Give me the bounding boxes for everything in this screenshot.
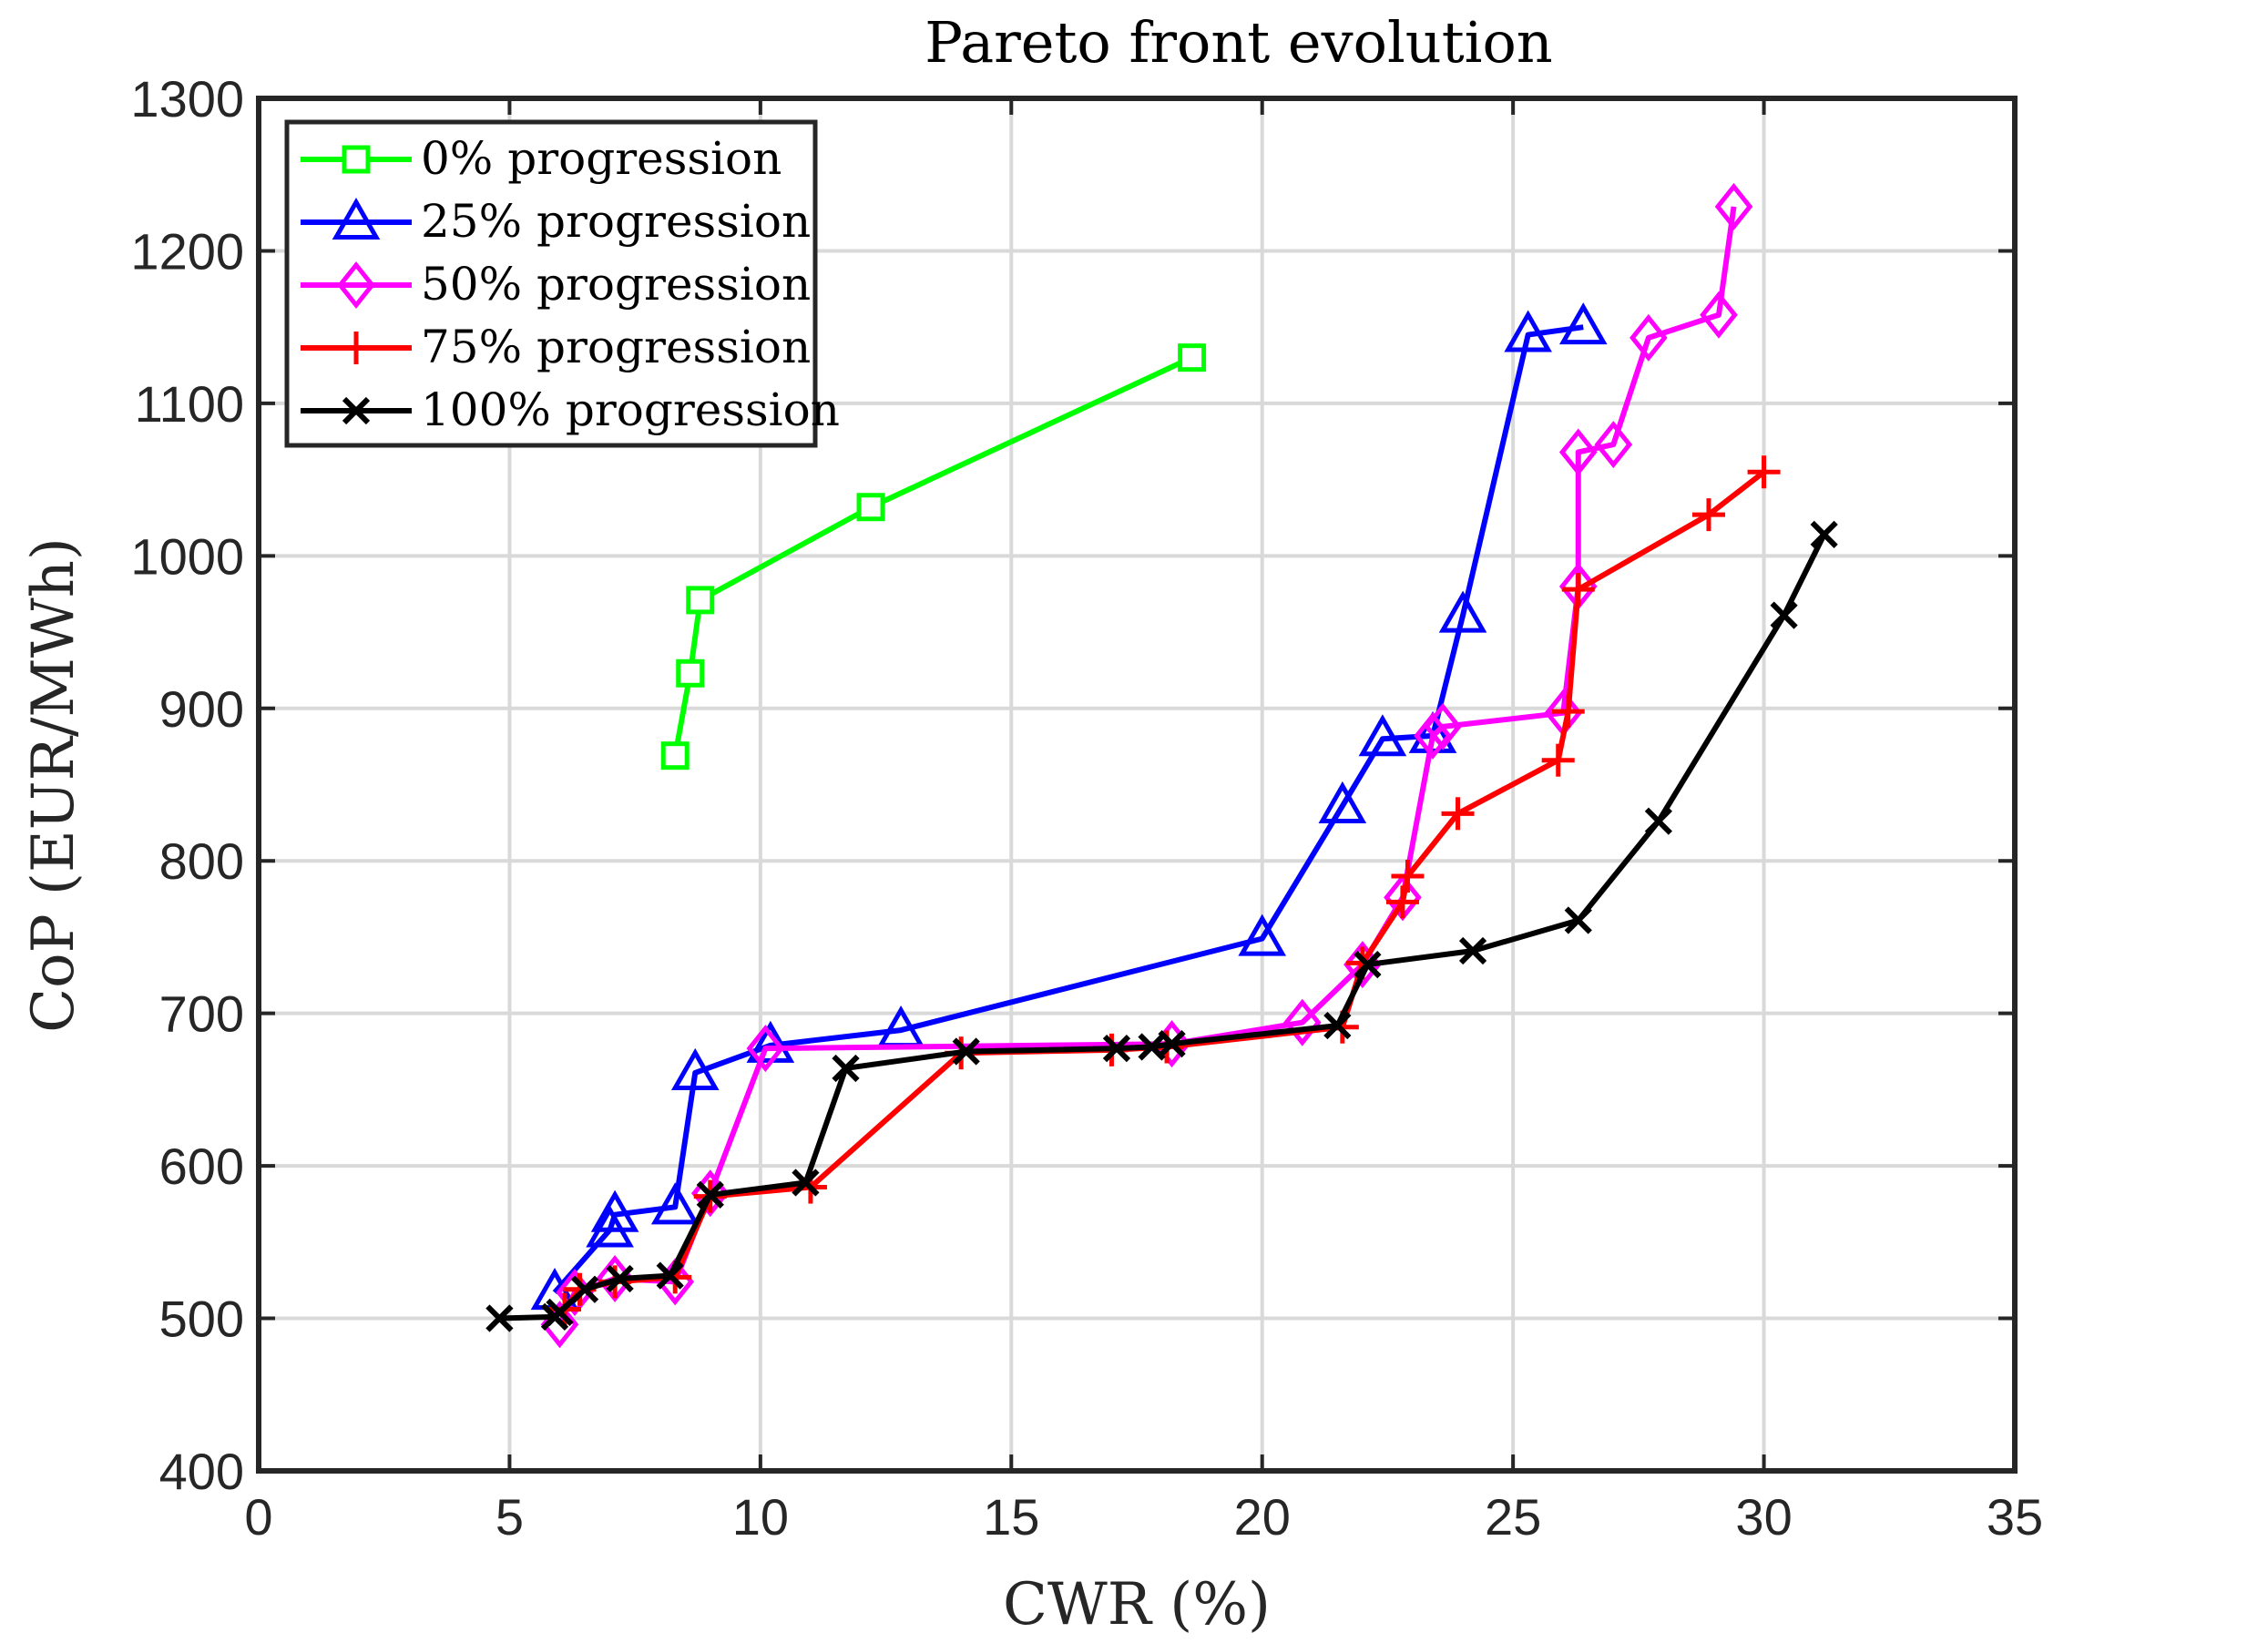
legend-label: 75% progression [421,321,811,373]
triangle-marker [670,1047,720,1090]
series-0 [660,343,1207,770]
x-tick-label: 5 [495,1488,524,1546]
x-tick-label: 25 [1485,1488,1541,1546]
diamond-marker [1594,421,1633,469]
triangle-marker [332,197,381,240]
square-marker [856,493,885,522]
x-marker [696,1180,724,1209]
x-marker [606,1264,634,1293]
diamond-marker [746,1025,785,1073]
x-tick-label: 30 [1735,1488,1792,1546]
legend-label: 100% progression [421,383,840,436]
legend-entry: 75% progression [301,321,811,373]
square-marker [660,741,690,770]
plus-marker [1691,498,1725,532]
diamond-marker [337,260,375,310]
y-tick-label: 1000 [130,527,244,585]
diamond-marker [1282,998,1322,1046]
diamond-marker [1714,182,1753,230]
x-marker [1102,1035,1131,1063]
y-axis-title: CoP (EUR/MWh) [20,537,87,1033]
plus-marker [1385,885,1419,919]
triangle-marker [1438,590,1487,633]
triangle-marker [1358,714,1407,757]
legend-label: 50% progression [421,258,811,311]
y-tick-label: 1200 [130,222,244,280]
x-marker [1644,807,1673,835]
grid-lines [259,98,2015,1471]
plus-marker [1561,573,1595,607]
x-marker [1564,906,1592,934]
x-tick-label: 20 [1234,1488,1291,1546]
x-marker [1354,950,1382,979]
y-tick-label: 600 [159,1138,244,1195]
series-line [499,533,1827,1322]
diamond-marker [1629,313,1668,362]
x-marker [570,1275,599,1303]
diamond-marker [1558,428,1598,476]
y-tick-label: 700 [159,985,244,1043]
x-tick-label: 0 [244,1488,272,1546]
x-marker [546,1298,574,1326]
diamond-marker [1700,291,1738,339]
x-tick-label: 35 [1987,1488,2043,1546]
triangle-marker [1238,913,1287,956]
x-marker [1770,601,1798,629]
triangle-marker [1318,781,1367,823]
plus-marker [1441,797,1475,831]
plus-marker [1541,743,1575,777]
plus-marker [340,332,373,364]
square-marker [342,145,371,174]
triangle-marker [1558,302,1608,345]
diamond-marker [1414,711,1452,760]
plus-marker [1551,695,1585,729]
triangle-marker [586,1205,634,1248]
x-marker [342,396,371,425]
y-tick-label: 1100 [135,375,244,433]
triangle-marker [1408,710,1457,753]
x-tick-label: 10 [732,1488,789,1546]
y-tick-label: 500 [159,1291,244,1348]
square-marker [686,586,715,615]
series-4 [485,520,1838,1332]
y-tick-label: 1300 [130,70,244,128]
x-marker [485,1304,514,1332]
triangle-marker [590,1189,639,1232]
y-tick-label: 900 [159,680,244,738]
x-axis-title: CWR (%) [1003,1571,1271,1638]
series-layer [485,182,1838,1349]
plot-frame [256,96,2018,1474]
legend-entry: 0% progression [301,132,782,185]
triangle-marker [1504,310,1552,352]
x-tick-label: 15 [983,1488,1039,1546]
x-marker [1158,1030,1186,1058]
plus-marker [1747,455,1781,489]
diamond-marker [1424,702,1462,750]
legend-entry: 25% progression [301,195,811,248]
legend-label: 0% progression [421,132,782,185]
x-marker [1458,936,1487,965]
legend-entry: 50% progression [301,258,811,311]
x-marker [792,1168,820,1197]
x-marker [832,1054,860,1083]
x-marker [1810,520,1838,549]
chart-title: Pareto front evolution [925,9,1552,76]
x-marker [952,1037,980,1066]
y-tick-label: 800 [159,832,244,890]
triangle-marker [650,1182,700,1225]
legend-label: 25% progression [421,195,811,248]
plus-marker [1391,859,1425,893]
square-marker [676,658,705,688]
legend-entry: 100% progression [301,383,840,436]
legend: 0% progression 25% progression 50% progres… [284,119,840,448]
tick-labels: 0 5 10 15 20 25 30 35 400 500 600 700 800 900 1000 1100… [130,70,2043,1546]
x-marker [1323,1011,1352,1040]
x-marker [656,1261,684,1290]
y-tick-label: 400 [159,1443,244,1500]
square-marker [1178,343,1207,372]
